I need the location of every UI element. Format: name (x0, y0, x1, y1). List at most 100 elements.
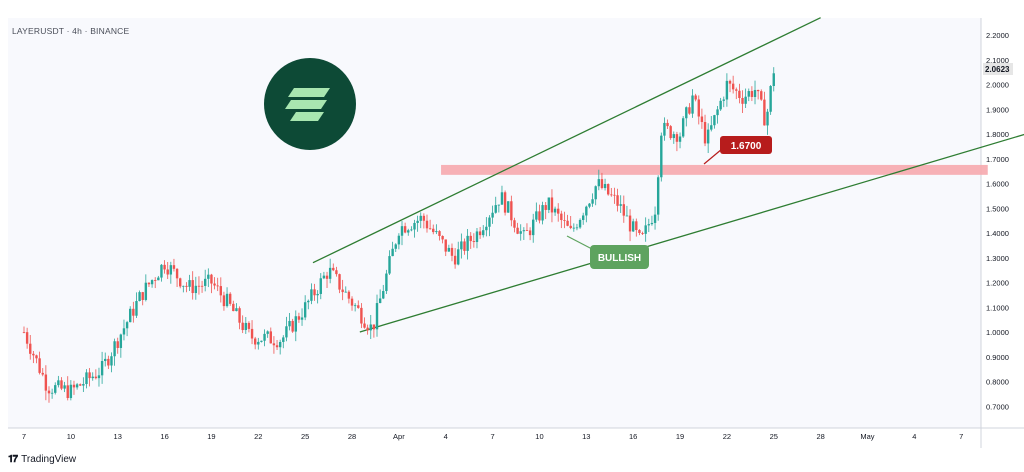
brand-logo (264, 58, 356, 150)
candle (44, 365, 48, 401)
candle (650, 215, 654, 226)
candle (104, 352, 107, 367)
candle (435, 224, 438, 235)
candle (85, 369, 88, 389)
candle (700, 108, 704, 129)
candle (32, 351, 35, 364)
candle (160, 263, 163, 282)
candle (38, 351, 41, 375)
candle (54, 382, 57, 395)
candle (25, 327, 29, 349)
candle (47, 386, 51, 403)
candle (94, 369, 98, 380)
x-tick-label: 28 (816, 432, 824, 441)
candle (772, 67, 775, 92)
candle (672, 131, 675, 144)
y-tick-label: 1.0000 (986, 328, 1009, 337)
candle (328, 258, 332, 284)
candle (625, 205, 629, 217)
candle (591, 193, 594, 207)
candle (544, 201, 547, 220)
y-tick-label: 1.1000 (986, 303, 1009, 312)
price-axis[interactable]: 2.2000 2.1000 2.0000 1.9000 1.8000 1.7000 1.60… (986, 31, 1009, 411)
x-tick-label: 10 (67, 432, 75, 441)
candle (294, 310, 297, 342)
candle (606, 183, 610, 196)
candle (557, 203, 560, 222)
candle (594, 185, 597, 206)
candle (413, 219, 416, 238)
candle (113, 338, 116, 366)
candle (400, 220, 404, 246)
candle (485, 217, 488, 237)
candle (488, 215, 491, 237)
candle (129, 306, 132, 323)
candle (50, 388, 54, 399)
footer-brand[interactable]: 𝟏𝟕 TradingView (8, 454, 76, 465)
candle (391, 241, 394, 257)
candle (613, 187, 616, 204)
zone-rect (441, 164, 988, 175)
candle (41, 368, 44, 377)
x-tick-label: 10 (535, 432, 543, 441)
candle (144, 274, 148, 302)
candle (728, 79, 732, 93)
candle (725, 73, 729, 107)
candle (307, 299, 310, 310)
candle (666, 119, 669, 130)
x-tick-label: May (860, 432, 874, 441)
candle (185, 282, 188, 293)
candle (603, 178, 607, 191)
x-tick-label: 22 (723, 432, 731, 441)
candle (378, 289, 382, 304)
candle (154, 277, 157, 289)
candle (100, 351, 104, 384)
last-price-text: 2.0623 (985, 65, 1010, 74)
candle (647, 218, 650, 233)
candle (741, 90, 744, 113)
candle (222, 291, 226, 311)
candle (472, 233, 476, 248)
candle (447, 244, 451, 252)
candle (147, 282, 151, 288)
candle (706, 123, 710, 154)
plot-background (8, 18, 981, 428)
candle (366, 324, 369, 335)
candle (238, 306, 241, 330)
candle (763, 91, 766, 126)
candle (213, 277, 216, 290)
candle (132, 301, 135, 323)
x-tick-label: 28 (348, 432, 356, 441)
candle (753, 80, 757, 105)
candle (575, 223, 579, 231)
time-axis[interactable]: 7 10 13 16 19 22 25 28 Apr 4 7 10 13 16 19 22 25 28 May 4 7 (22, 432, 963, 441)
candle (282, 335, 285, 349)
candle (163, 260, 166, 274)
candle (482, 225, 485, 238)
candle (631, 218, 635, 232)
candle (638, 229, 641, 236)
candle (469, 232, 472, 249)
x-tick-label: 16 (629, 432, 637, 441)
candle (79, 383, 82, 387)
candle (713, 114, 716, 129)
candle (569, 215, 572, 230)
candle (503, 190, 507, 216)
candle (538, 204, 541, 224)
candle (397, 233, 401, 250)
candle (694, 93, 697, 102)
candle (691, 89, 694, 118)
candle (203, 269, 207, 292)
x-tick-label: 7 (959, 432, 963, 441)
candle (460, 233, 463, 259)
candle (507, 201, 510, 213)
candle (756, 89, 760, 100)
candle (578, 218, 582, 229)
candle (428, 219, 432, 230)
y-tick-label: 1.9000 (986, 105, 1009, 114)
candle (207, 268, 210, 288)
x-tick-label: 13 (114, 432, 122, 441)
x-tick-label: 7 (491, 432, 495, 441)
candle (22, 326, 26, 334)
